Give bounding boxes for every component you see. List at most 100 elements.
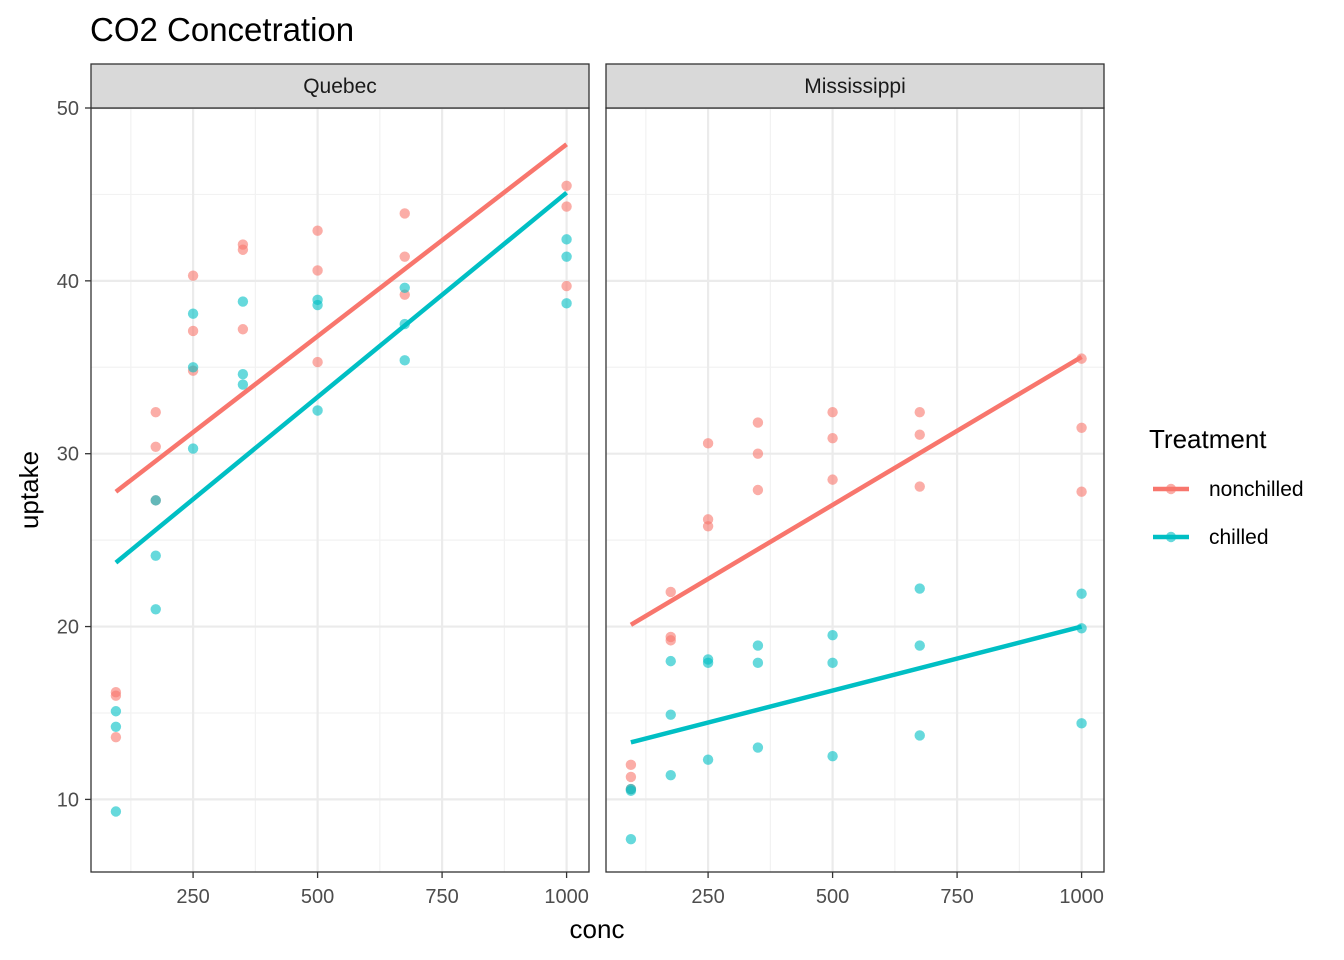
- x-tick-label: 1000: [544, 886, 589, 908]
- point-nonchilled: [110, 731, 122, 743]
- point-chilled: [665, 770, 676, 781]
- point-nonchilled: [827, 474, 838, 485]
- x-tick-label: 750: [940, 886, 973, 908]
- y-tick-label: 20: [57, 617, 79, 639]
- y-tick-label: 10: [57, 789, 79, 811]
- point-chilled: [702, 754, 714, 765]
- point-nonchilled: [1076, 422, 1087, 433]
- point-chilled: [827, 657, 838, 669]
- point-nonchilled: [827, 407, 838, 418]
- point-chilled: [110, 806, 122, 817]
- point-chilled: [312, 294, 323, 306]
- strip-label-quebec: Quebec: [303, 75, 377, 98]
- x-tick-label: 250: [176, 886, 209, 908]
- point-chilled: [150, 550, 161, 561]
- point-chilled: [827, 629, 838, 641]
- point-nonchilled: [914, 481, 925, 492]
- x-tick-label: 750: [425, 886, 458, 908]
- point-chilled: [914, 583, 925, 594]
- panels-layer: Quebec 250 500 750 1000 10 20 30 40 50 Mississippi…: [57, 63, 1105, 908]
- point-nonchilled: [399, 251, 410, 262]
- x-tick-label: 500: [301, 886, 334, 908]
- legend-key-point-nonchilled: [1165, 483, 1177, 495]
- point-chilled: [150, 604, 161, 615]
- y-tick-label: 30: [57, 444, 79, 466]
- point-nonchilled: [150, 407, 161, 418]
- legend: Treatment nonchilled chilled: [1149, 424, 1304, 549]
- point-chilled: [561, 234, 572, 245]
- fit-line-chilled: [114, 190, 569, 565]
- point-nonchilled: [150, 441, 161, 452]
- point-chilled: [914, 640, 925, 651]
- point-chilled: [702, 657, 714, 669]
- point-nonchilled: [1076, 486, 1087, 497]
- point-nonchilled: [237, 239, 249, 250]
- point-nonchilled: [914, 429, 925, 440]
- strip-quebec: [90, 63, 590, 109]
- chart-title: CO2 Concetration: [90, 11, 354, 48]
- point-nonchilled: [752, 417, 764, 428]
- point-nonchilled: [561, 201, 572, 212]
- point-chilled: [752, 640, 764, 651]
- x-tick-label: 1000: [1059, 886, 1104, 908]
- y-tick-label: 50: [57, 98, 79, 120]
- point-chilled: [237, 368, 249, 380]
- point-nonchilled: [399, 208, 410, 219]
- point-chilled: [1076, 588, 1087, 599]
- legend-label-chilled: chilled: [1209, 526, 1269, 549]
- legend-keys: nonchilled chilled: [1153, 478, 1304, 549]
- point-chilled: [110, 721, 122, 733]
- point-nonchilled: [827, 432, 838, 444]
- point-nonchilled: [187, 270, 199, 281]
- point-chilled: [1076, 718, 1087, 729]
- point-chilled: [561, 298, 572, 309]
- point-nonchilled: [187, 325, 199, 337]
- point-nonchilled: [561, 280, 572, 292]
- point-chilled: [399, 282, 410, 293]
- point-chilled: [237, 379, 249, 390]
- point-chilled: [561, 251, 572, 262]
- point-chilled: [187, 308, 199, 319]
- fit-line-chilled: [630, 624, 1083, 745]
- point-nonchilled: [110, 687, 122, 698]
- point-nonchilled: [625, 771, 637, 783]
- point-chilled: [187, 443, 199, 454]
- panel-border: [90, 107, 590, 873]
- point-chilled: [914, 730, 925, 741]
- fit-line-nonchilled: [114, 142, 568, 494]
- x-tick-label: 250: [691, 886, 724, 908]
- fit-line-nonchilled: [629, 354, 1083, 627]
- point-chilled: [237, 296, 249, 307]
- point-nonchilled: [625, 759, 637, 771]
- point-nonchilled: [312, 265, 323, 276]
- point-chilled: [665, 655, 676, 667]
- point-nonchilled: [237, 324, 249, 335]
- point-nonchilled: [702, 521, 714, 532]
- point-chilled: [665, 709, 676, 720]
- point-nonchilled: [561, 180, 572, 191]
- point-chilled: [827, 750, 838, 762]
- legend-label-nonchilled: nonchilled: [1209, 478, 1304, 501]
- point-chilled: [110, 706, 122, 717]
- point-chilled: [625, 833, 637, 845]
- point-chilled: [150, 495, 161, 506]
- point-nonchilled: [752, 448, 764, 459]
- point-chilled: [625, 783, 637, 795]
- legend-title: Treatment: [1149, 424, 1267, 454]
- x-axis-title: conc: [570, 914, 625, 944]
- point-chilled: [312, 405, 323, 416]
- point-nonchilled: [914, 407, 925, 418]
- point-nonchilled: [702, 438, 714, 449]
- point-nonchilled: [312, 225, 323, 236]
- point-chilled: [752, 657, 764, 669]
- point-nonchilled: [312, 356, 323, 368]
- point-nonchilled: [752, 484, 764, 496]
- y-tick-label: 40: [57, 271, 79, 293]
- point-nonchilled: [665, 586, 676, 598]
- y-axis-title: uptake: [14, 451, 44, 529]
- point-nonchilled: [665, 631, 676, 643]
- panel-mississippi: Mississippi 250 500 750 1000: [605, 63, 1105, 908]
- panel-quebec: Quebec 250 500 750 1000 10 20 30 40 50: [57, 63, 590, 908]
- strip-label-mississippi: Mississippi: [804, 75, 906, 98]
